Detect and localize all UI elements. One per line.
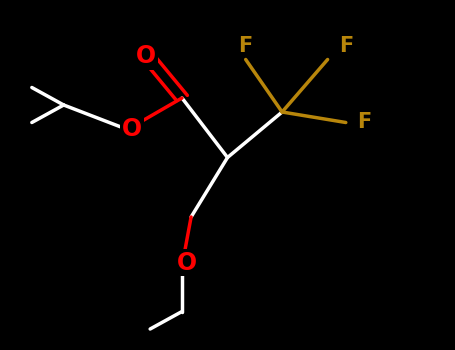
Text: O: O bbox=[136, 44, 156, 68]
Text: F: F bbox=[357, 112, 371, 133]
Text: F: F bbox=[238, 35, 253, 56]
Text: F: F bbox=[339, 35, 353, 56]
Text: O: O bbox=[177, 251, 197, 274]
Text: O: O bbox=[122, 118, 142, 141]
